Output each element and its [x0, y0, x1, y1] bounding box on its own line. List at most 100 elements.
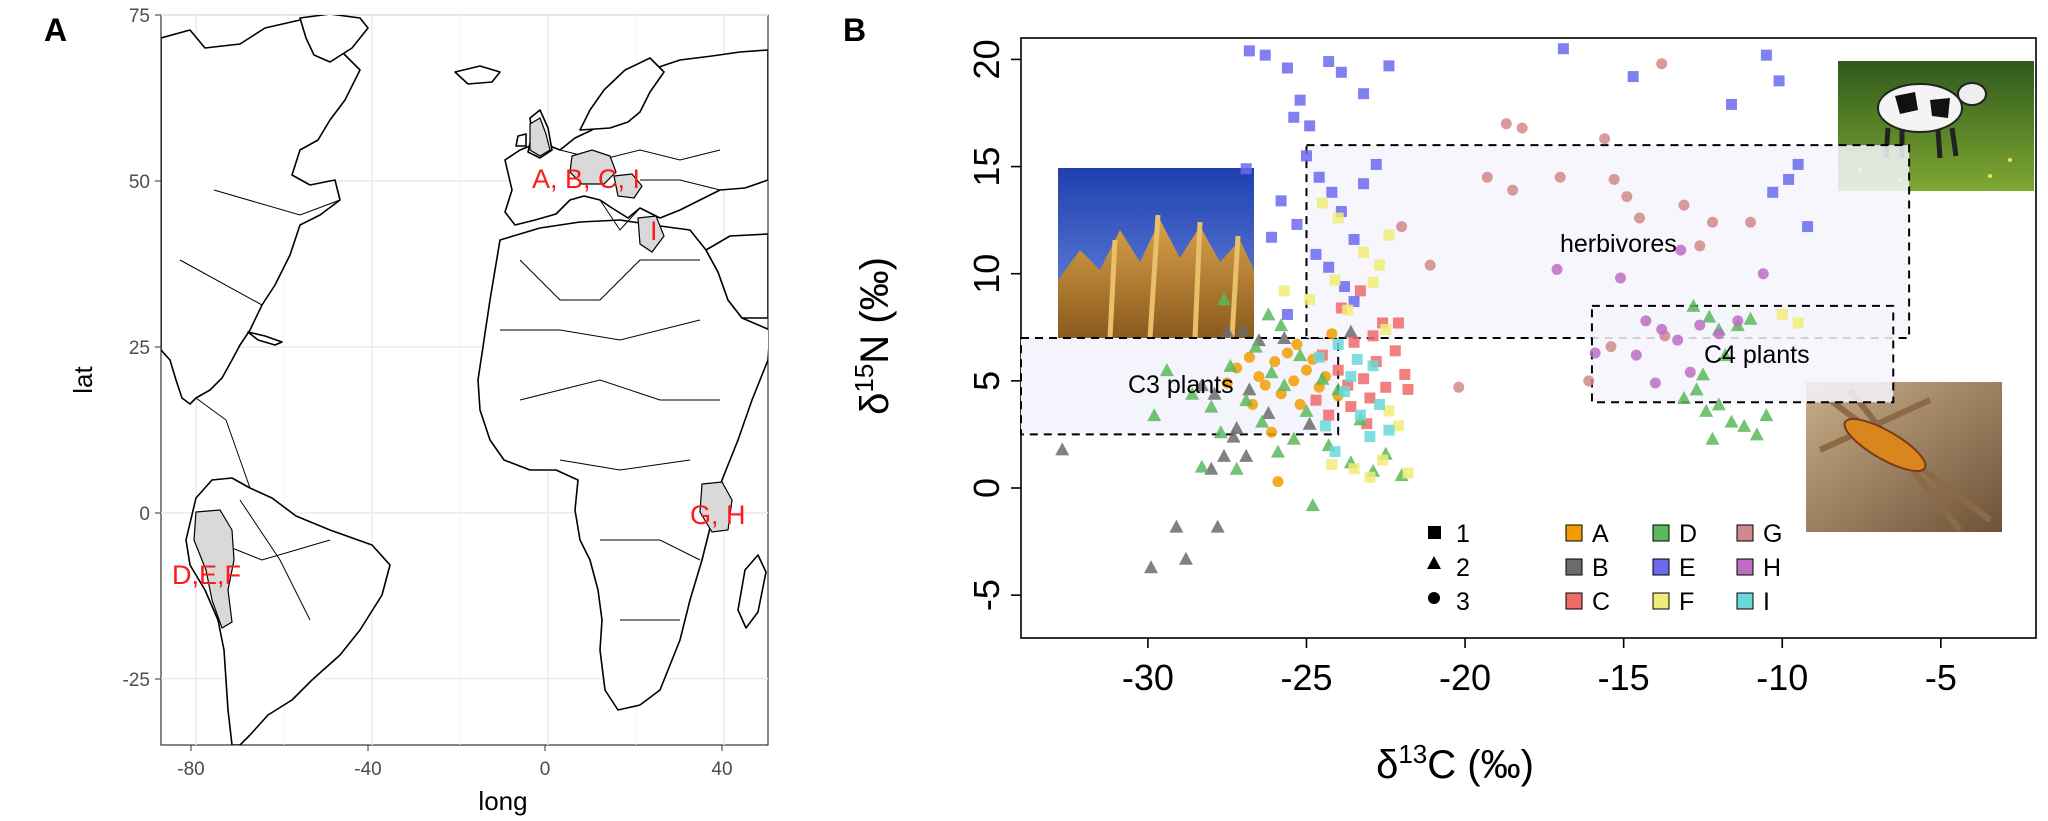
data-point-h	[1684, 366, 1696, 378]
data-point-e	[1243, 45, 1255, 57]
data-point-f	[1402, 467, 1414, 479]
map-x-axis-label: long	[478, 786, 527, 816]
data-point-e	[1783, 173, 1795, 185]
scatter-points	[1055, 43, 1814, 574]
region-east-europe	[613, 173, 643, 199]
data-point-d	[1759, 408, 1774, 422]
legend-group-label: E	[1679, 554, 1696, 582]
legend-swatch-e	[1652, 558, 1670, 576]
data-point-c	[1367, 330, 1379, 342]
data-point-f	[1364, 471, 1376, 483]
data-point-f	[1304, 293, 1316, 305]
data-point-h	[1757, 268, 1769, 280]
legend-square-symbol	[1428, 526, 1441, 539]
data-point-a	[1253, 371, 1265, 383]
data-point-f	[1367, 276, 1379, 288]
data-point-b	[1343, 324, 1358, 338]
data-point-i	[1373, 398, 1385, 410]
data-point-h	[1630, 349, 1642, 361]
data-point-b	[1239, 448, 1254, 462]
legend-swatch-d	[1652, 524, 1670, 542]
data-point-i	[1367, 360, 1379, 372]
scatter-y-tick-label: 15	[966, 147, 1007, 187]
data-point-d	[1261, 307, 1276, 321]
data-point-g	[1583, 375, 1595, 387]
region-peru	[193, 509, 235, 629]
scatter-x-tick-label: -10	[1756, 657, 1808, 698]
data-point-a	[1266, 426, 1278, 438]
data-point-a	[1221, 377, 1233, 389]
scatter-y-tick-label: 5	[966, 371, 1007, 391]
map-x-tick-label: -80	[177, 759, 204, 780]
region-label-d-e-f: D,E,F	[172, 560, 241, 590]
data-point-e	[1240, 163, 1252, 175]
data-point-c	[1323, 409, 1335, 421]
map-y-tick-label: -25	[123, 670, 150, 691]
data-point-h	[1614, 272, 1626, 284]
data-point-d	[1239, 393, 1254, 407]
region-kenya	[699, 481, 733, 533]
data-point-a	[1243, 351, 1255, 363]
data-point-e	[1304, 120, 1316, 132]
data-point-g	[1634, 212, 1646, 224]
data-point-a	[1288, 375, 1300, 387]
data-point-d	[1718, 348, 1733, 362]
map-y-tick-label: 0	[139, 504, 150, 525]
scatter-y-tick-label: 20	[966, 39, 1007, 79]
data-point-f	[1326, 458, 1338, 470]
data-point-g	[1678, 199, 1690, 211]
data-point-b	[1217, 448, 1231, 462]
data-point-g	[1396, 221, 1408, 233]
scandinavia-outline	[579, 57, 665, 131]
data-point-b	[1226, 429, 1241, 443]
c3-plants-label: C3 plants	[1128, 371, 1234, 399]
panel-b-label: B	[843, 12, 866, 48]
data-point-f	[1383, 229, 1395, 241]
data-point-f	[1392, 420, 1404, 432]
legend-swatch-f	[1652, 592, 1670, 610]
data-point-a	[1294, 398, 1306, 410]
shape-legend: 1 2 3	[1427, 520, 1470, 616]
data-point-f	[1278, 285, 1290, 297]
data-point-a	[1259, 379, 1271, 391]
data-point-f	[1329, 274, 1341, 286]
data-point-g	[1453, 381, 1465, 393]
data-point-f	[1342, 304, 1354, 316]
data-point-h	[1551, 263, 1563, 275]
map-y-tick-label: 50	[129, 172, 150, 193]
data-point-c	[1377, 317, 1389, 329]
data-point-b	[1194, 378, 1209, 392]
data-point-c	[1332, 364, 1344, 376]
data-point-e	[1557, 43, 1569, 55]
data-point-f	[1792, 317, 1804, 329]
data-point-d	[1305, 498, 1320, 512]
greenland-outline	[299, 15, 369, 63]
data-point-a	[1326, 328, 1338, 340]
data-point-d	[1277, 378, 1292, 392]
data-point-d	[1229, 461, 1244, 475]
data-point-d	[1217, 292, 1231, 306]
data-point-g	[1745, 216, 1757, 228]
data-point-b	[1055, 442, 1070, 456]
panel-a-label: A	[44, 12, 67, 48]
data-point-a	[1300, 364, 1312, 376]
scatter-y-tick-label: -5	[966, 579, 1007, 611]
data-point-e	[1773, 75, 1785, 87]
legend-swatch-b	[1565, 558, 1583, 576]
data-point-c	[1402, 383, 1414, 395]
legend-group-label: B	[1592, 554, 1609, 582]
data-point-d	[1695, 367, 1710, 381]
data-point-h	[1732, 315, 1744, 327]
data-point-d	[1185, 386, 1200, 400]
data-point-c	[1345, 401, 1357, 413]
data-point-f	[1332, 212, 1344, 224]
map-x-tick-label: 0	[540, 759, 551, 780]
data-point-c	[1389, 345, 1401, 357]
region-balkans	[637, 215, 665, 253]
data-point-c	[1335, 302, 1347, 314]
cuba-outline	[247, 331, 283, 346]
data-point-e	[1802, 221, 1814, 233]
data-point-d	[1315, 371, 1330, 385]
map-y-axis-label: lat	[68, 365, 98, 393]
data-point-c	[1348, 336, 1360, 348]
